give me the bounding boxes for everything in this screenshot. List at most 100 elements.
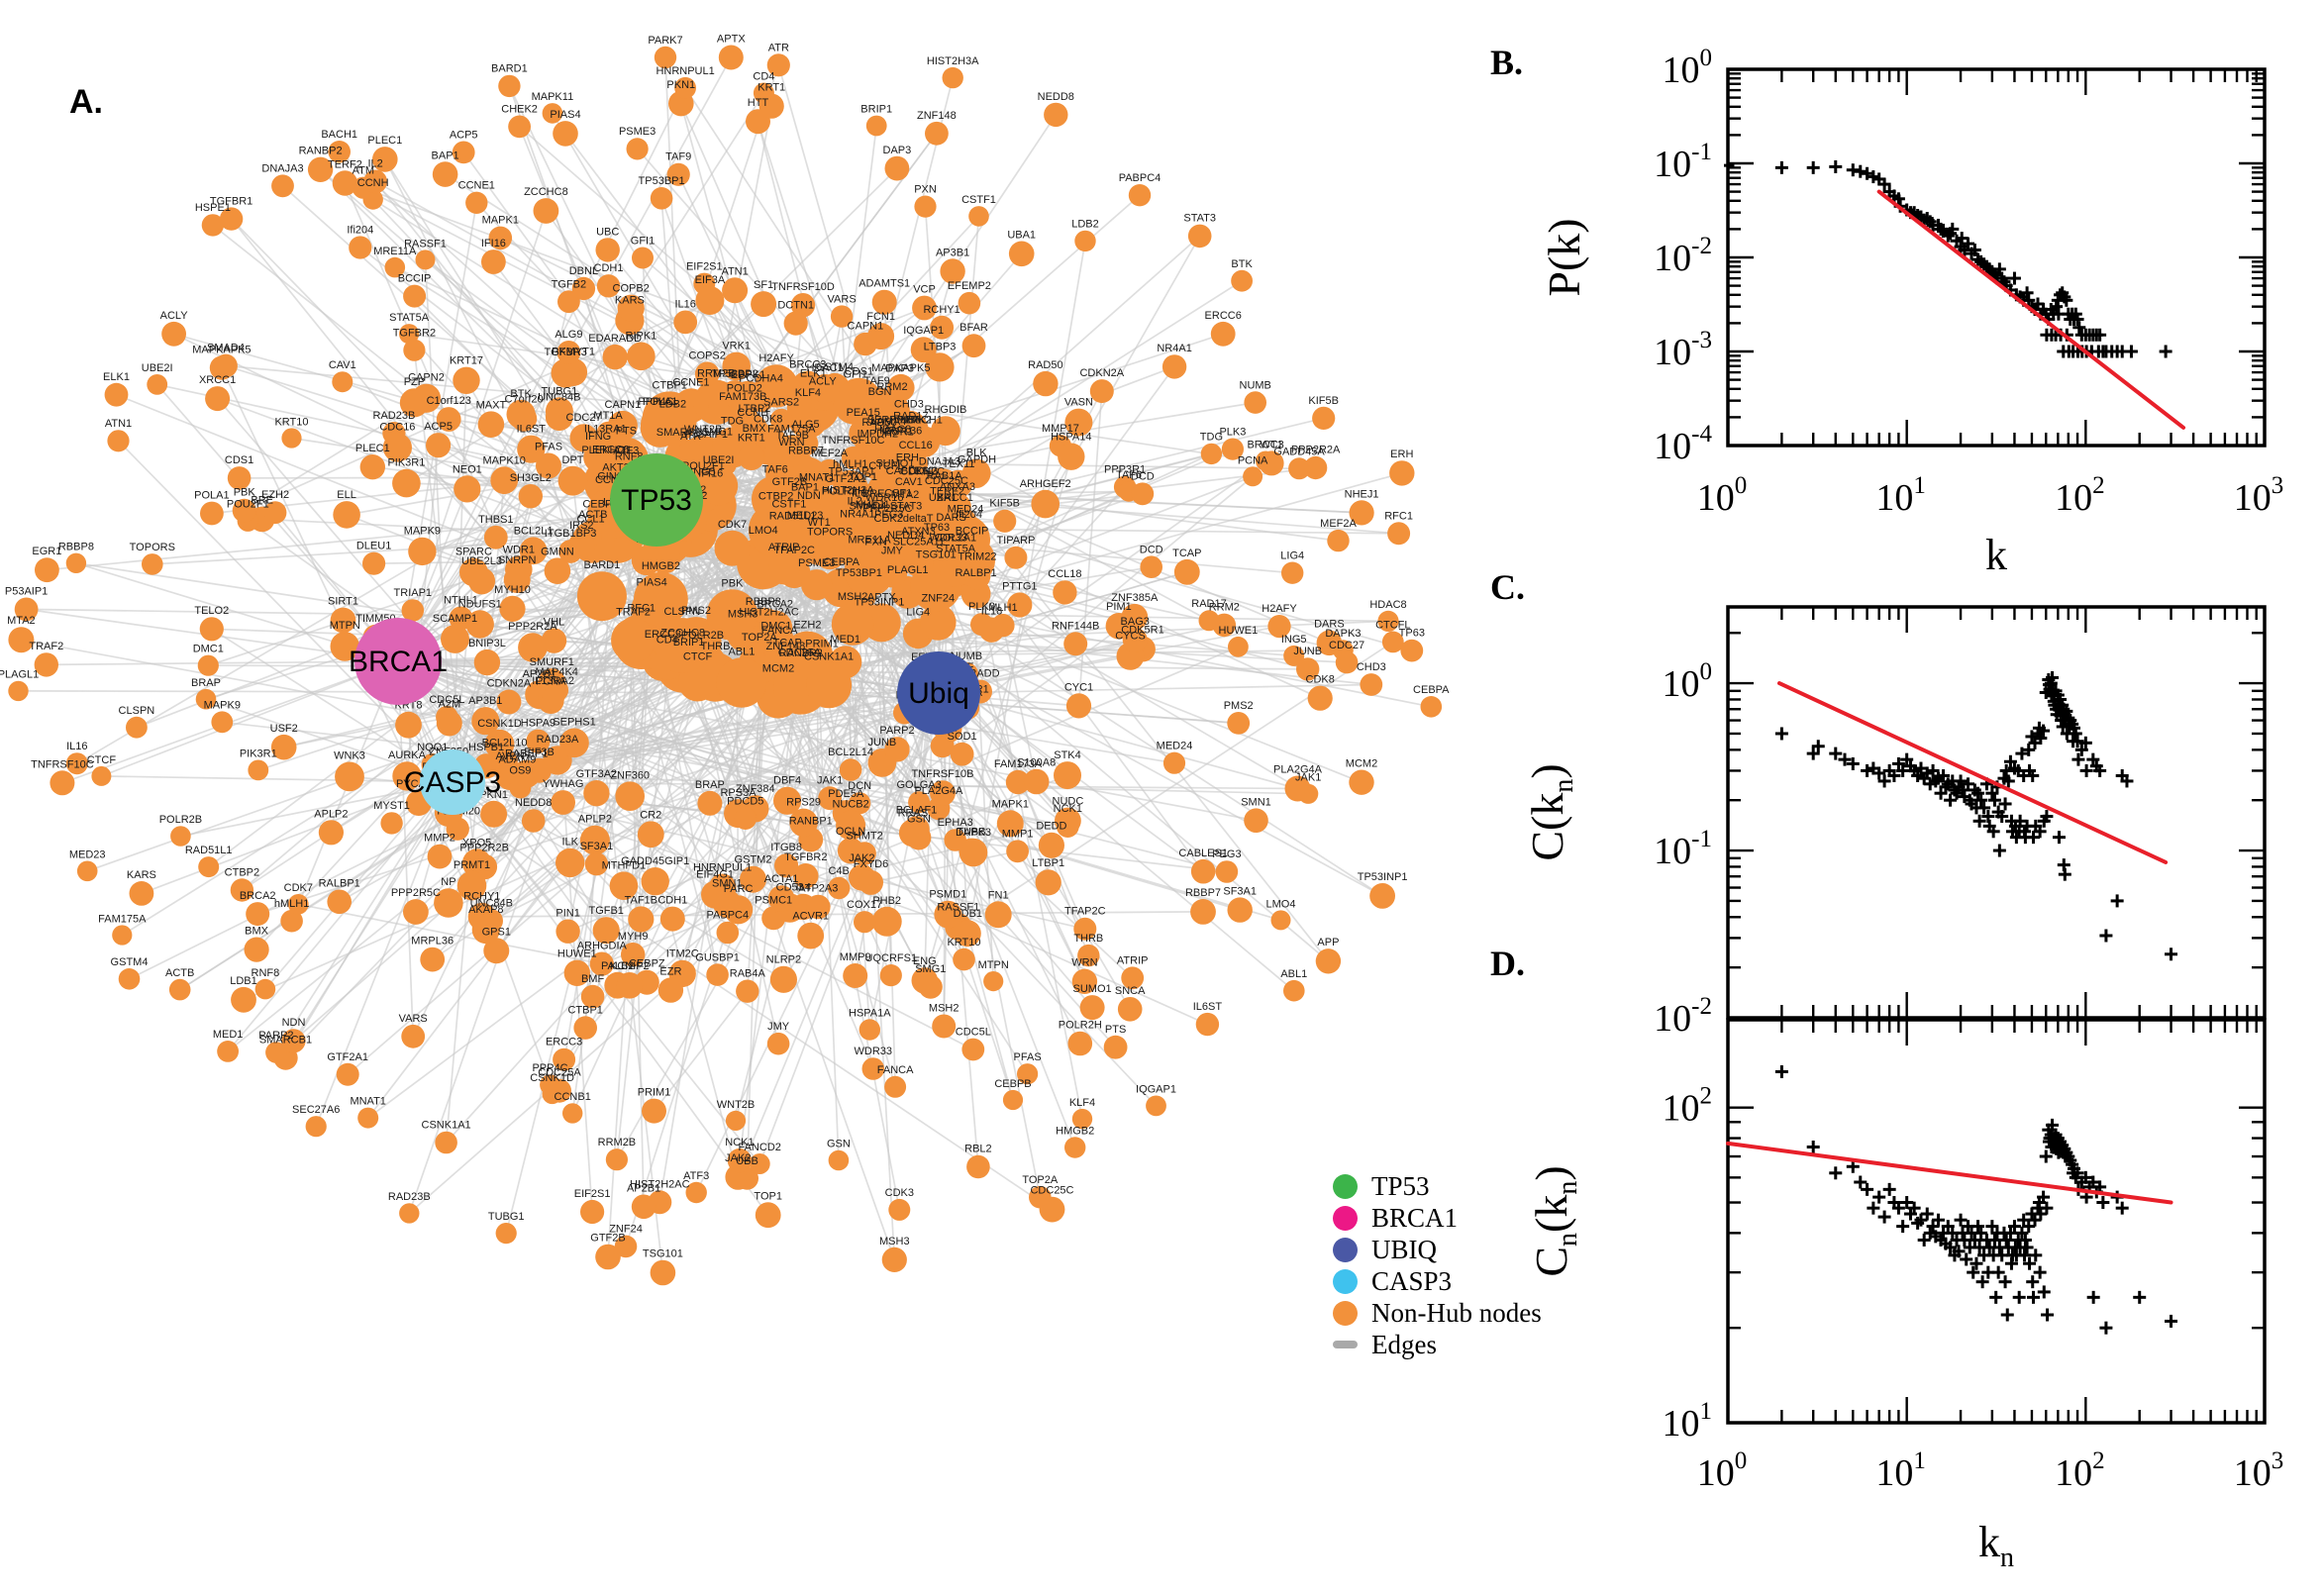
network-node-label: MAPK1	[482, 215, 519, 227]
network-node	[1162, 751, 1186, 774]
network-node-label: COX17	[847, 899, 882, 911]
network-node	[1307, 685, 1333, 711]
network-node	[435, 1131, 457, 1154]
network-node-label: PLEKHO1	[581, 445, 632, 456]
network-node-label: CEBPA	[1413, 684, 1450, 696]
panel-d-label: D.	[1490, 944, 1525, 983]
network-node	[806, 662, 853, 709]
network-node-label: TGFBR3	[544, 347, 586, 358]
network-node-label: HIST2H2AC	[630, 1178, 690, 1190]
network-node-label: PABPC4	[707, 910, 750, 922]
network-node-label: PLK3	[968, 601, 995, 613]
network-node-label: IL2	[367, 157, 382, 169]
network-node	[1288, 457, 1311, 480]
network-node	[427, 844, 453, 869]
network-node	[281, 428, 302, 449]
network-node-label: CCNH	[357, 177, 389, 189]
network-node	[592, 917, 620, 945]
network-node	[725, 1110, 747, 1131]
network-node-label: SMN1	[712, 878, 743, 890]
network-node-label: HDAC8	[874, 424, 911, 436]
network-node	[1243, 466, 1263, 487]
network-node	[1190, 899, 1216, 925]
network-node	[1215, 860, 1239, 883]
network-node	[605, 1148, 629, 1171]
network-node	[576, 571, 627, 622]
network-node-label: PLEC1	[355, 443, 390, 454]
network-node-label: UBE2I	[703, 454, 735, 466]
network-node-label: PABPC4	[1119, 172, 1162, 184]
network-node	[1420, 696, 1443, 718]
network-node	[263, 501, 287, 525]
network-node-label: MTA2	[891, 489, 920, 501]
brca1-dot-icon	[1333, 1205, 1358, 1231]
network-node	[602, 344, 628, 370]
panel-c-label: C.	[1490, 567, 1525, 607]
network-node-label: ATF3	[613, 446, 639, 457]
y-axis-label: P(k)	[1539, 218, 1589, 296]
network-node-label: RAD23A	[537, 734, 579, 746]
network-node-label: PLAGL1	[0, 669, 39, 681]
network-node	[609, 871, 639, 900]
network-node	[963, 562, 991, 590]
network-node	[557, 290, 580, 314]
network-node-label: CDC25A	[778, 648, 822, 659]
network-node-label: HSPA9	[521, 718, 556, 730]
network-node-label: IFNG	[585, 431, 611, 443]
network-node	[810, 373, 840, 404]
network-node	[456, 870, 487, 901]
hub-node-casp3	[420, 749, 485, 815]
network-node	[1067, 1031, 1093, 1056]
network-node-label: TP53INP1	[855, 596, 905, 608]
network-node	[580, 1199, 605, 1225]
network-node-label: UNC84B	[538, 391, 580, 403]
network-node	[205, 386, 231, 412]
network-node-label: NDUFS1	[458, 598, 502, 610]
network-node	[553, 1047, 576, 1071]
network-node-label: PKN1	[666, 79, 695, 91]
network-node-label: DBNL	[569, 265, 598, 277]
network-node-label: STAT3	[1183, 213, 1216, 225]
network-node-label: BGN	[868, 386, 892, 398]
network-node-label: PLA2G4A	[914, 785, 963, 797]
network-node	[328, 141, 352, 163]
network-node-label: GUSBP1	[695, 951, 740, 963]
network-node	[401, 599, 425, 622]
network-node-label: TP63	[924, 522, 950, 534]
network-node-label: TSG101	[643, 1248, 683, 1260]
network-node	[1244, 391, 1266, 414]
network-node	[551, 358, 580, 388]
network-node-label: BAP1	[432, 150, 459, 161]
network-node	[50, 770, 75, 796]
network-node-label: RFC1	[627, 602, 656, 614]
network-node	[1267, 615, 1291, 639]
network-node-label: BCL2L14	[828, 747, 873, 758]
network-node-label: WRN	[778, 437, 804, 449]
network-node	[76, 860, 98, 882]
network-node-label: CHD3	[1357, 661, 1386, 673]
network-node	[1035, 869, 1061, 896]
network-node	[1210, 321, 1236, 347]
network-node-label: MYST1	[373, 800, 410, 812]
network-node-label: Ifi204	[956, 509, 982, 521]
network-node-label: CDH1	[594, 262, 624, 274]
network-node	[774, 853, 799, 878]
network-node	[706, 589, 758, 641]
network-node-label: ZNF148	[917, 110, 957, 122]
network-node-label: ATRIP	[1117, 954, 1149, 966]
network-node-label: NTHL1	[444, 595, 478, 607]
legend-item-edges: Edges	[1333, 1329, 1542, 1360]
network-node-label: BRCA2	[757, 599, 793, 611]
fit-line	[1726, 1141, 2173, 1205]
network-node	[734, 807, 758, 830]
network-node	[828, 1149, 850, 1171]
network-node-label: TNFRSF10D	[771, 281, 835, 293]
network-node-label: ERH	[1390, 449, 1413, 460]
network-node-label: APTX	[717, 34, 746, 46]
network-node-label: RABEP1	[505, 748, 548, 760]
network-node	[779, 441, 806, 467]
network-node	[471, 707, 500, 736]
network-node-label: ATR	[768, 42, 789, 53]
network-node-label: NEDD8	[515, 797, 552, 809]
